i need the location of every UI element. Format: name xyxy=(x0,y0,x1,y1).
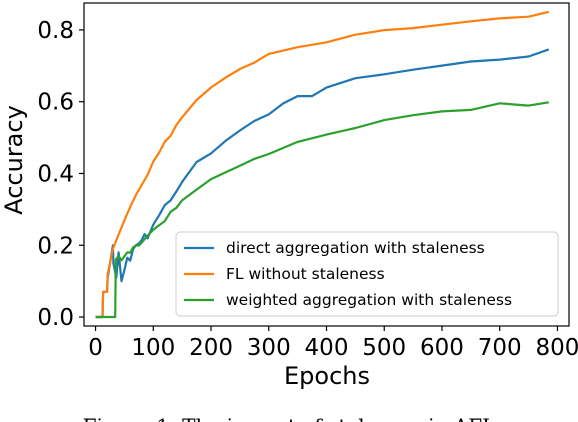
y-tick-label: 0.4 xyxy=(37,161,74,187)
x-tick-label: 300 xyxy=(247,335,291,361)
y-tick-label: 0.6 xyxy=(37,90,74,116)
y-axis: 0.0 0.2 0.4 0.6 0.8 xyxy=(37,18,84,331)
y-tick-label: 0.0 xyxy=(37,305,74,331)
y-axis-label: Accuracy xyxy=(0,105,28,215)
x-axis-label: Epochs xyxy=(284,362,370,390)
y-tick-label: 0.2 xyxy=(37,233,74,259)
legend-label-0: direct aggregation with staleness xyxy=(226,239,485,257)
x-tick-label: 600 xyxy=(420,335,464,361)
legend: direct aggregation with staleness FL with… xyxy=(175,231,559,317)
x-axis: 0 100 200 300 400 500 600 700 800 xyxy=(88,326,578,361)
x-tick-label: 500 xyxy=(362,335,406,361)
x-tick-label: 0 xyxy=(88,335,103,361)
x-tick-label: 700 xyxy=(478,335,522,361)
x-tick-label: 100 xyxy=(131,335,175,361)
series-line-2 xyxy=(95,101,549,319)
x-tick-label: 400 xyxy=(305,335,349,361)
x-tick-label: 200 xyxy=(189,335,233,361)
series-line-1 xyxy=(95,10,550,319)
figure-caption: Figure 1: The impact of staleness in AFL xyxy=(83,414,496,422)
legend-box xyxy=(175,231,559,317)
legend-label-2: weighted aggregation with staleness xyxy=(226,291,512,309)
y-tick-label: 0.8 xyxy=(37,18,74,44)
legend-label-1: FL without staleness xyxy=(226,265,385,283)
x-tick-label: 800 xyxy=(535,335,578,361)
